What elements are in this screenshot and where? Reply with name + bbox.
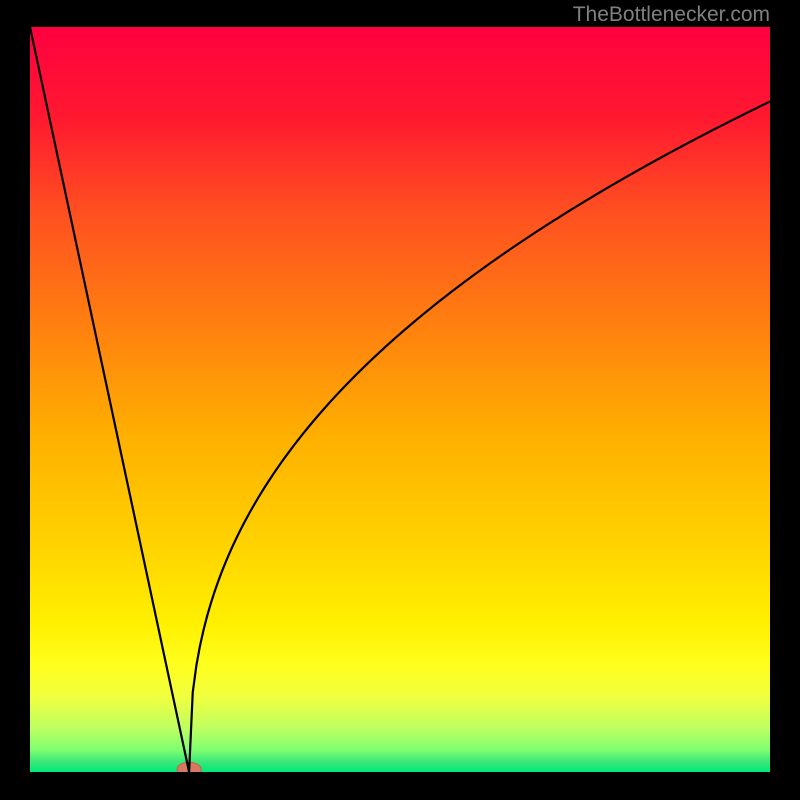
plot-area [30,27,770,772]
gradient-background [30,27,770,772]
chart-stage: TheBottlenecker.com [0,0,800,800]
watermark-text: TheBottlenecker.com [573,3,770,27]
plot-svg [30,27,770,772]
